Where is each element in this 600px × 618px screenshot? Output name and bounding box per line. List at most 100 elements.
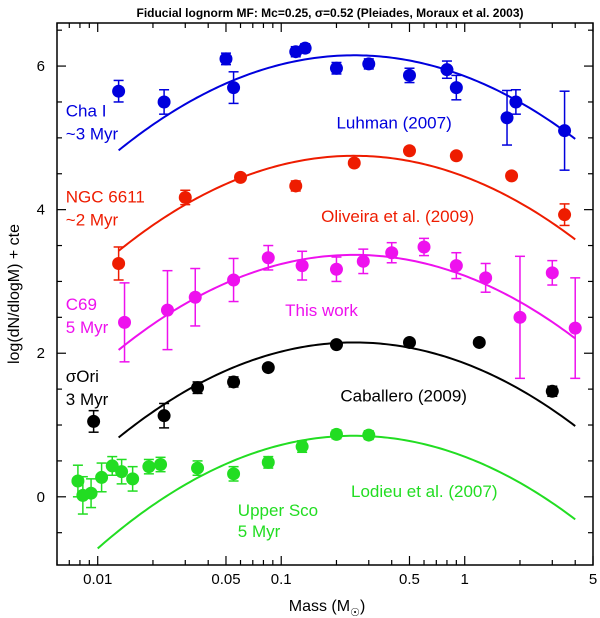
- data-point: [227, 81, 241, 95]
- data-point: [329, 262, 343, 276]
- data-point: [191, 461, 205, 475]
- model-curve: [117, 54, 576, 152]
- x-axis-title: Mass (M☉): [289, 598, 366, 618]
- series-label: 5 Myr: [66, 318, 109, 337]
- series-label: Cha I: [66, 101, 107, 120]
- data-point: [347, 156, 361, 170]
- y-tick-label: 0: [37, 489, 45, 506]
- data-point: [84, 486, 98, 500]
- data-point: [157, 409, 171, 423]
- y-tick-label: 4: [37, 202, 45, 219]
- series-label: Lodieu et al. (2007): [351, 482, 498, 501]
- data-point: [157, 95, 171, 109]
- data-point: [329, 61, 343, 75]
- data-point: [472, 335, 486, 349]
- data-point: [178, 190, 192, 204]
- data-point: [440, 63, 454, 77]
- data-point: [112, 256, 126, 270]
- data-point: [500, 111, 514, 125]
- model-curve: [117, 154, 576, 252]
- model-curve: [97, 434, 576, 550]
- series-label: C69: [66, 295, 97, 314]
- data-point: [513, 310, 527, 324]
- data-point: [219, 52, 233, 66]
- series-label: Upper Sco: [238, 501, 318, 520]
- data-point: [298, 41, 312, 55]
- y-axis-title: log(dN/dlogM) + cte: [6, 224, 23, 364]
- x-axis-title-text: Mass (M: [289, 598, 350, 615]
- data-point: [295, 259, 309, 273]
- series-group: Lodieu et al. (2007) Upper Sco 5 Myr: [71, 427, 576, 550]
- data-point: [234, 170, 248, 184]
- series-group: Cha I ~3 Myr Luhman (2007): [66, 41, 576, 171]
- series-label: ~3 Myr: [66, 124, 119, 143]
- series-label: 3 Myr: [66, 390, 109, 409]
- data-point: [295, 440, 309, 454]
- data-point: [188, 290, 202, 304]
- data-point: [160, 303, 174, 317]
- data-point: [118, 315, 132, 329]
- data-point: [509, 95, 523, 109]
- data-point: [568, 321, 582, 335]
- data-point: [449, 259, 463, 273]
- data-point: [87, 414, 101, 428]
- series-label: 5 Myr: [238, 522, 281, 541]
- x-tick-label: 0.5: [399, 571, 420, 588]
- data-point: [356, 254, 370, 268]
- data-point: [289, 179, 303, 193]
- y-tick-label: 6: [37, 58, 45, 75]
- data-point: [558, 208, 572, 222]
- data-point: [362, 57, 376, 71]
- axes: 0.01 0.05 0.1 0.5 1 5 0 2 4 6: [37, 23, 597, 588]
- x-tick-label: 0.1: [271, 571, 292, 588]
- data-point: [71, 474, 85, 488]
- data-point: [449, 81, 463, 95]
- data-point: [261, 251, 275, 265]
- data-point: [402, 144, 416, 158]
- y-tick-label: 2: [37, 345, 45, 362]
- data-point: [105, 459, 119, 473]
- data-point: [95, 470, 109, 484]
- chart-title: Fiducial lognorm MF: Mc=0.25, σ=0.52 (Pl…: [136, 6, 523, 20]
- plot-frame: [56, 22, 594, 566]
- solar-symbol: ☉: [350, 607, 360, 618]
- data-point: [385, 246, 399, 260]
- data-point: [227, 273, 241, 287]
- series-label: Luhman (2007): [336, 114, 451, 133]
- data-point: [545, 266, 559, 280]
- data-point: [126, 472, 140, 486]
- data-point: [479, 271, 493, 285]
- data-point: [227, 375, 241, 389]
- data-point: [329, 427, 343, 441]
- data-point: [402, 68, 416, 82]
- series-group: σOri 3 Myr Caballero (2009): [66, 335, 576, 439]
- data-point: [449, 149, 463, 163]
- x-tick-label: 0.05: [211, 571, 240, 588]
- data-point: [227, 467, 241, 481]
- data-point: [402, 335, 416, 349]
- x-tick-label: 1: [461, 571, 469, 588]
- data-point: [545, 384, 559, 398]
- series-label: NGC 6611: [66, 187, 145, 206]
- plot-area: Cha I ~3 Myr Luhman (2007) NGC 6611 ~2 Myr Ol…: [66, 41, 582, 550]
- data-point: [154, 457, 168, 471]
- data-point: [362, 428, 376, 442]
- series-label: ~2 Myr: [66, 210, 119, 229]
- series-label: σOri: [66, 367, 99, 386]
- x-tick-label: 5: [589, 571, 597, 588]
- data-point: [142, 460, 156, 474]
- data-point: [505, 169, 519, 183]
- data-point: [417, 240, 431, 254]
- series-label: This work: [285, 301, 358, 320]
- series-group: NGC 6611 ~2 Myr Oliveira et al. (2009): [66, 144, 576, 281]
- data-point: [329, 338, 343, 352]
- data-point: [261, 361, 275, 375]
- series-label: Oliveira et al. (2009): [321, 207, 474, 226]
- data-point: [261, 455, 275, 469]
- data-point: [112, 84, 126, 98]
- series-label: Caballero (2009): [340, 386, 467, 405]
- data-point: [558, 124, 572, 138]
- x-tick-label: 0.01: [83, 571, 112, 588]
- data-point: [115, 465, 129, 479]
